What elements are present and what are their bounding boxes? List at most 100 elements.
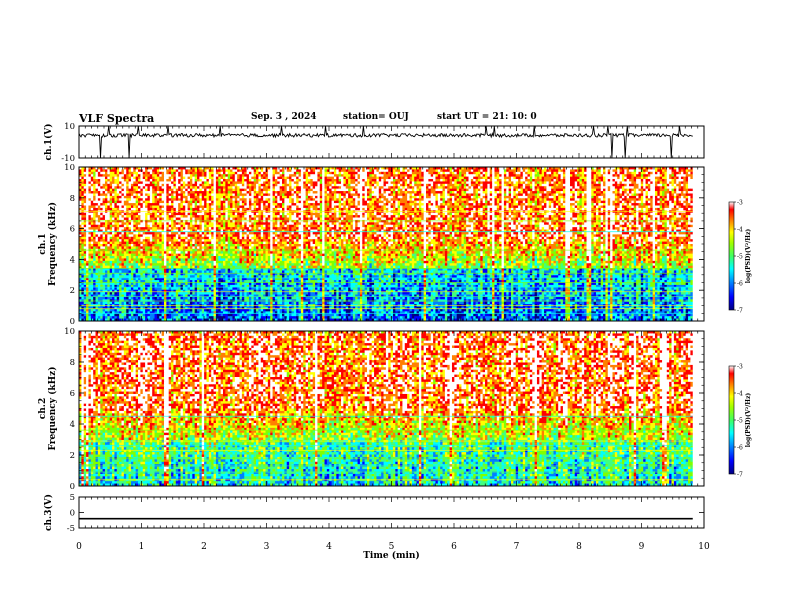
heatmap-cell (647, 205, 651, 209)
heatmap-cell (598, 191, 602, 194)
heatmap-cell (591, 169, 595, 173)
heatmap-cell (539, 169, 543, 173)
heatmap-cell (423, 186, 427, 190)
heatmap-cell (338, 203, 342, 206)
heatmap-cell (246, 179, 250, 182)
heatmap-cell (208, 198, 212, 202)
heatmap-cell (683, 198, 687, 202)
heatmap-cell (633, 200, 637, 204)
heatmap-cell (400, 186, 403, 190)
heatmap-cell (546, 188, 550, 192)
heatmap-cell (647, 176, 651, 180)
heatmap-cell (246, 195, 250, 199)
heatmap-cell (565, 203, 569, 206)
heatmap-cell (232, 174, 236, 178)
heatmap-cell (664, 188, 668, 192)
heatmap-cell (558, 183, 561, 187)
heatmap-cell (454, 169, 458, 173)
heatmap-cell (197, 179, 200, 182)
heatmap-cell (156, 181, 160, 185)
heatmap-cell (671, 174, 675, 178)
heatmap-cell (359, 167, 363, 170)
heatmap-cell (579, 181, 583, 185)
heatmap-cell (685, 167, 689, 170)
heatmap-cell (591, 183, 595, 187)
heatmap-cell (662, 167, 665, 170)
heatmap-cell (293, 188, 297, 192)
heatmap-cell (230, 169, 233, 173)
heatmap-cell (135, 181, 139, 185)
heatmap-cell (376, 198, 380, 202)
heatmap-cell (503, 183, 507, 187)
heatmap-cell (154, 207, 158, 211)
heatmap-cell (574, 167, 578, 170)
heatmap-cell (81, 200, 85, 204)
heatmap-cell (260, 203, 264, 206)
heatmap-cell (482, 200, 486, 204)
heatmap-cell (515, 203, 519, 206)
heatmap-cell (149, 200, 153, 204)
heatmap-cell (189, 205, 193, 209)
heatmap-cell (553, 191, 557, 194)
heatmap-cell (579, 169, 583, 173)
heatmap-cell (199, 207, 203, 211)
heatmap-cell (112, 212, 115, 216)
heatmap-cell (643, 174, 646, 178)
heatmap-cell (258, 183, 262, 187)
heatmap-cell (305, 179, 309, 182)
heatmap-cell (282, 179, 285, 182)
heatmap-cell (553, 171, 557, 175)
heatmap-cell (270, 171, 273, 175)
heatmap-cell (529, 183, 533, 187)
heatmap-cell (626, 171, 630, 175)
heatmap-cell (194, 191, 198, 194)
heatmap-cell (173, 183, 177, 187)
heatmap-cell (546, 169, 550, 173)
heatmap-cell (310, 171, 314, 175)
heatmap-cell (645, 203, 649, 206)
heatmap-cell (277, 200, 281, 204)
heatmap-cell (603, 193, 606, 197)
heatmap-cell (171, 188, 174, 192)
heatmap-cell (359, 186, 363, 190)
heatmap-cell (407, 176, 410, 180)
heatmap-cell (392, 183, 396, 187)
heatmap-cell (232, 191, 236, 194)
heatmap-cell (90, 188, 94, 192)
heatmap-cell (324, 186, 328, 190)
heatmap-cell (466, 195, 469, 199)
heatmap-cell (156, 207, 160, 211)
heatmap-cell (581, 169, 585, 173)
heatmap-cell (135, 179, 139, 182)
heatmap-cell (492, 207, 495, 211)
heatmap-cell (532, 203, 535, 206)
heatmap-cell (690, 176, 694, 180)
heatmap-cell (154, 167, 158, 170)
heatmap-cell (86, 195, 89, 199)
heatmap-cell (619, 205, 623, 209)
heatmap-cell (426, 174, 429, 178)
heatmap-cell (501, 179, 505, 182)
heatmap-cell (246, 200, 250, 204)
heatmap-cell (647, 179, 651, 182)
heatmap-cell (187, 179, 191, 182)
heatmap-cell (619, 200, 623, 204)
heatmap-cell (440, 174, 443, 178)
heatmap-cell (475, 200, 479, 204)
heatmap-cell (312, 183, 316, 187)
heatmap-cell (352, 195, 356, 199)
heatmap-cell (603, 174, 606, 178)
heatmap-cell (208, 176, 212, 180)
heatmap-cell (501, 176, 505, 180)
heatmap-cell (199, 195, 203, 199)
heatmap-cell (317, 198, 321, 202)
heatmap-cell (605, 205, 609, 209)
heatmap-cell (551, 171, 554, 175)
heatmap-cell (669, 200, 672, 204)
heatmap-cell (180, 207, 184, 211)
heatmap-cell (173, 171, 177, 175)
heatmap-cell (187, 171, 191, 175)
heatmap-cell (95, 174, 99, 178)
heatmap-cell (388, 207, 391, 211)
heatmap-cell (680, 167, 684, 170)
